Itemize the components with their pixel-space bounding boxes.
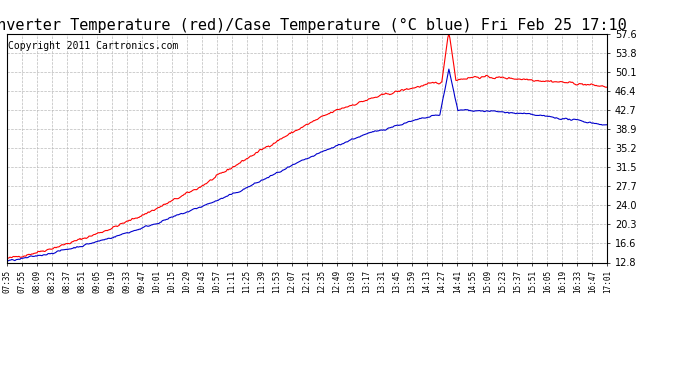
Text: Copyright 2011 Cartronics.com: Copyright 2011 Cartronics.com bbox=[8, 40, 179, 51]
Title: Inverter Temperature (red)/Case Temperature (°C blue) Fri Feb 25 17:10: Inverter Temperature (red)/Case Temperat… bbox=[0, 18, 627, 33]
